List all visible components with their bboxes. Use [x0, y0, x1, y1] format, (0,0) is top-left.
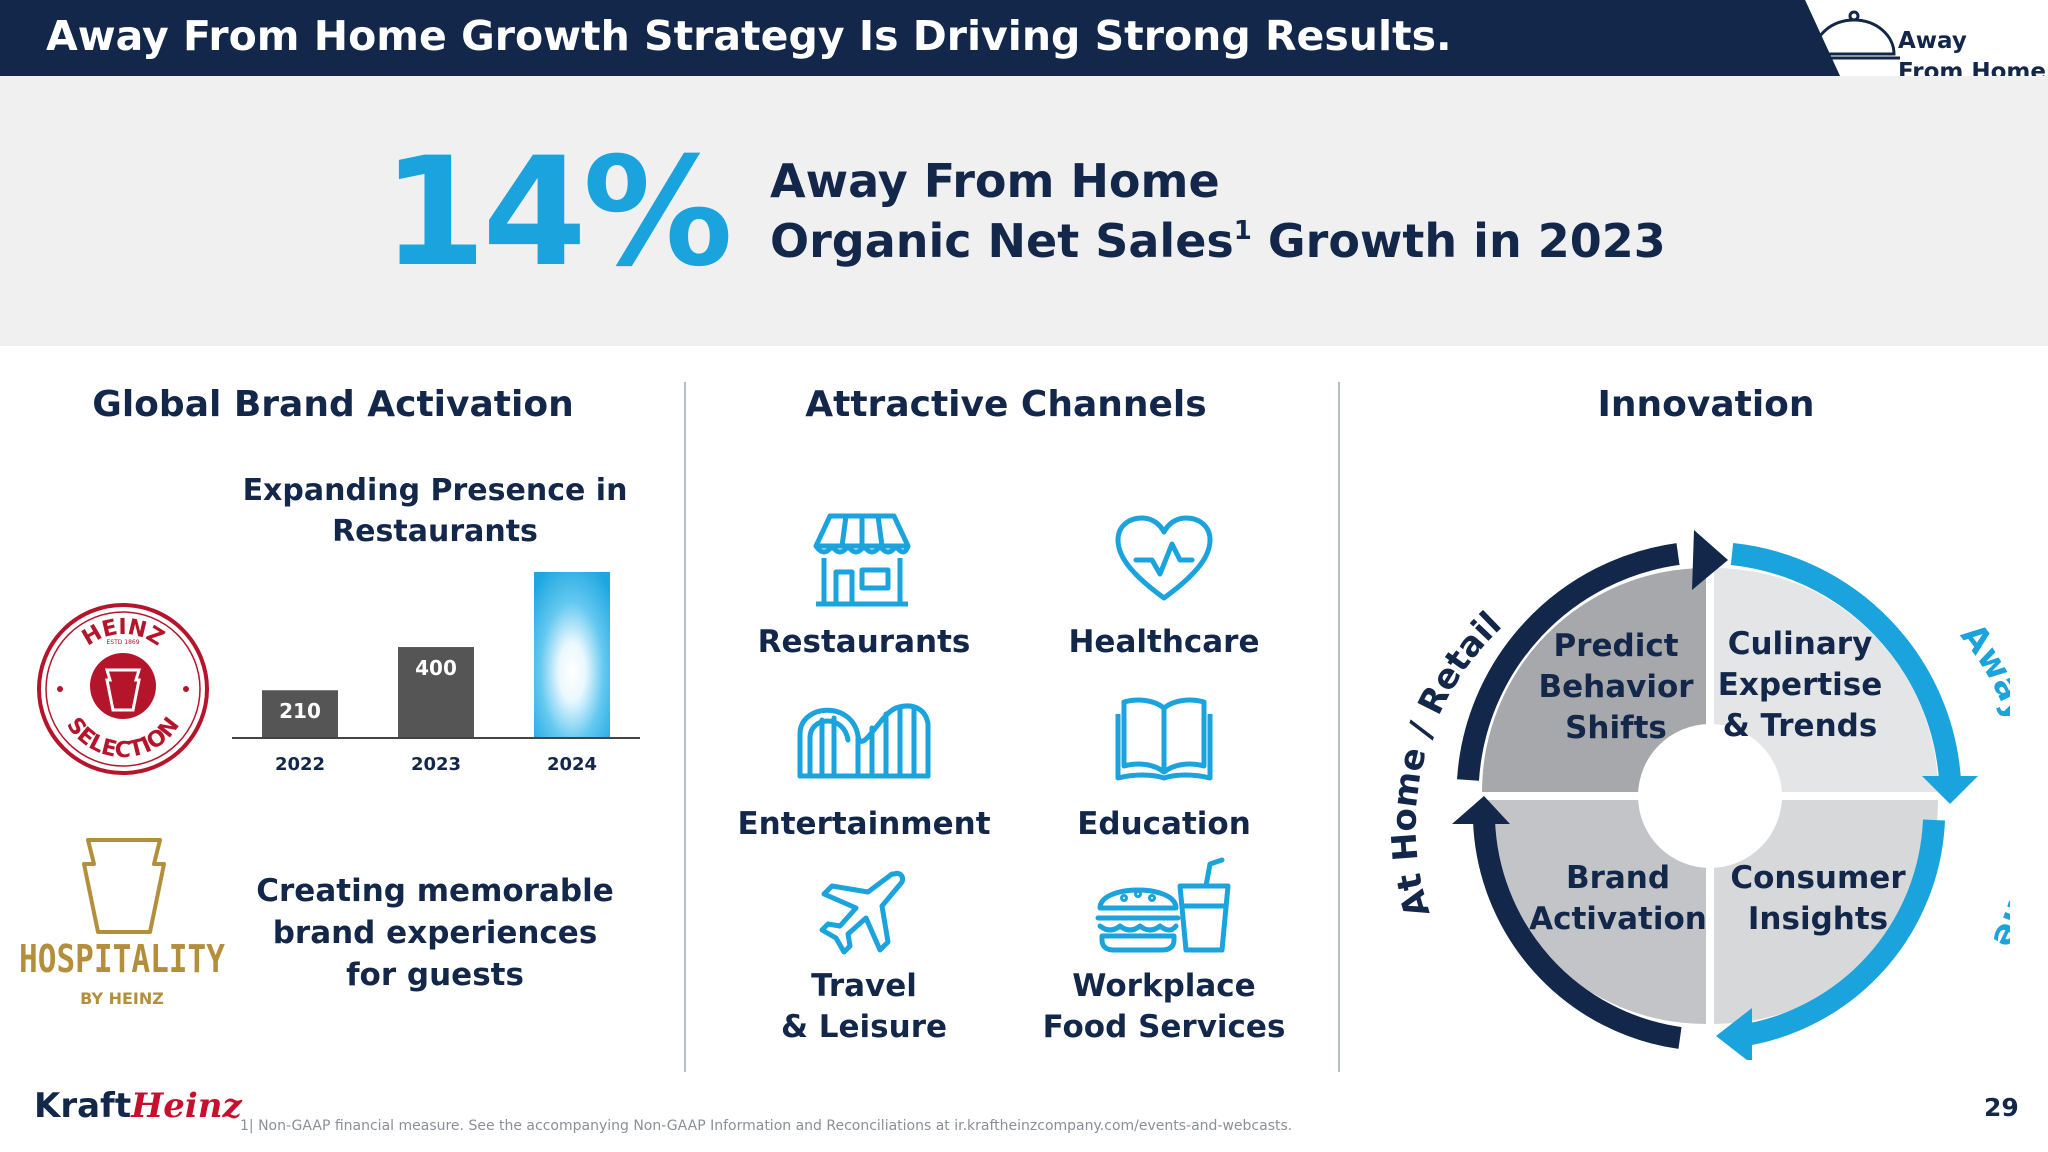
- away-from-home-badge: [1803, 0, 2048, 100]
- logo-heinz-text: Heinz: [131, 1086, 242, 1126]
- category-label-2022: 2022: [275, 754, 325, 775]
- kraft-heinz-logo: KraftHeinz: [34, 1086, 242, 1126]
- center-hole: [1638, 724, 1782, 868]
- away-arc-lower: [1738, 819, 1945, 1047]
- logo-kraft-text: Kraft: [34, 1086, 132, 1126]
- at-home-arc: [1457, 543, 1680, 781]
- restaurant-presence-chart: 210 400 2022 2023 2024: [232, 572, 640, 775]
- keystone-outline-icon: [82, 838, 166, 934]
- header-bar: Away From Home Growth Strategy Is Drivin…: [0, 0, 2048, 76]
- away-arc: [1730, 543, 1961, 781]
- at-home-arrow-head-top: [1692, 530, 1728, 590]
- channel-label-workplace: Workplace Food Services: [1042, 968, 1286, 1045]
- away-arrow-head-bottom: [1716, 1008, 1752, 1060]
- column-divider-1: [684, 382, 686, 1072]
- slide-title: Away From Home Growth Strategy Is Drivin…: [46, 12, 1452, 60]
- airplane-icon: [819, 871, 905, 955]
- chart-title: Expanding Presence in Restaurants: [242, 473, 628, 549]
- hero-line-2: Organic Net Sales1 Growth in 2023: [770, 214, 1666, 268]
- quadrant-top-right: [1714, 568, 1938, 792]
- at-home-arrow-head-left: [1452, 796, 1510, 824]
- channel-label-healthcare: Healthcare: [1068, 624, 1260, 660]
- badge-line-1: Away: [1898, 28, 1967, 54]
- category-label-2023: 2023: [411, 754, 461, 775]
- burger-drink-icon: [1095, 857, 1231, 953]
- category-label-2024: 2024: [547, 754, 597, 775]
- roller-coaster-icon: [797, 703, 931, 779]
- storefront-icon: [813, 513, 911, 607]
- bar-2024: [534, 572, 610, 738]
- heinz-selection-logo: HEINZ ESTD 1869 SELECTION: [37, 603, 209, 775]
- quadrant-bottom-right: [1714, 800, 1938, 1024]
- hero-line-2-prefix: Organic Net Sales: [770, 214, 1234, 268]
- bar-value-label-2022: 210: [279, 699, 321, 723]
- bar-2022: [262, 690, 338, 738]
- channel-label-education: Education: [1077, 806, 1251, 842]
- bar-value-label-2023: 400: [415, 656, 457, 680]
- at-home-arc-lower: [1473, 819, 1682, 1049]
- hero-line-1: Away From Home: [770, 154, 1220, 208]
- section-title-brand-activation: Global Brand Activation: [92, 384, 574, 425]
- section-title-channels: Attractive Channels: [805, 384, 1207, 425]
- section-title-innovation: Innovation: [1597, 384, 1815, 425]
- quadrant-label-consumer-insights: Consumer Insights: [1730, 860, 1906, 937]
- innovation-cycle-diagram: At Home / Retail Away from Home: [1384, 530, 2010, 1060]
- quadrant-label-culinary: Culinary Expertise & Trends: [1717, 626, 1883, 744]
- page-number: 29: [1984, 1093, 2019, 1122]
- channel-label-travel: Travel & Leisure: [780, 968, 948, 1045]
- hospitality-logo: HOSPITALITY BY HEINZ: [19, 838, 225, 1008]
- quadrant-label-predict: Predict Behavior Shifts: [1538, 628, 1694, 746]
- open-book-icon: [1115, 697, 1213, 781]
- footnote: 1| Non-GAAP financial measure. See the a…: [240, 1118, 1293, 1134]
- memorable-experiences-text: Creating memorable brand experiences for…: [256, 873, 614, 993]
- growth-percent: 14%: [382, 126, 733, 300]
- quadrant-top-left: [1482, 568, 1706, 792]
- hero-band: [0, 76, 2048, 346]
- by-heinz-wordmark: BY HEINZ: [80, 989, 164, 1008]
- hospitality-wordmark: HOSPITALITY: [19, 937, 225, 981]
- hero-line-2-suffix: Growth in 2023: [1251, 214, 1666, 268]
- column-divider-2: [1338, 382, 1340, 1072]
- footnote-marker: 1: [1233, 216, 1252, 246]
- keystone-icon: [104, 668, 142, 712]
- channel-label-restaurants: Restaurants: [757, 624, 971, 660]
- bar-2023: [398, 647, 474, 738]
- heinz-est: ESTD 1869: [106, 639, 139, 646]
- heart-pulse-icon: [1115, 515, 1213, 601]
- away-arrow-head-right: [1922, 776, 1978, 804]
- quadrant-bottom-left: [1482, 800, 1706, 1024]
- channel-label-entertainment: Entertainment: [737, 806, 991, 842]
- quadrant-label-brand-activation: Brand Activation: [1529, 860, 1707, 937]
